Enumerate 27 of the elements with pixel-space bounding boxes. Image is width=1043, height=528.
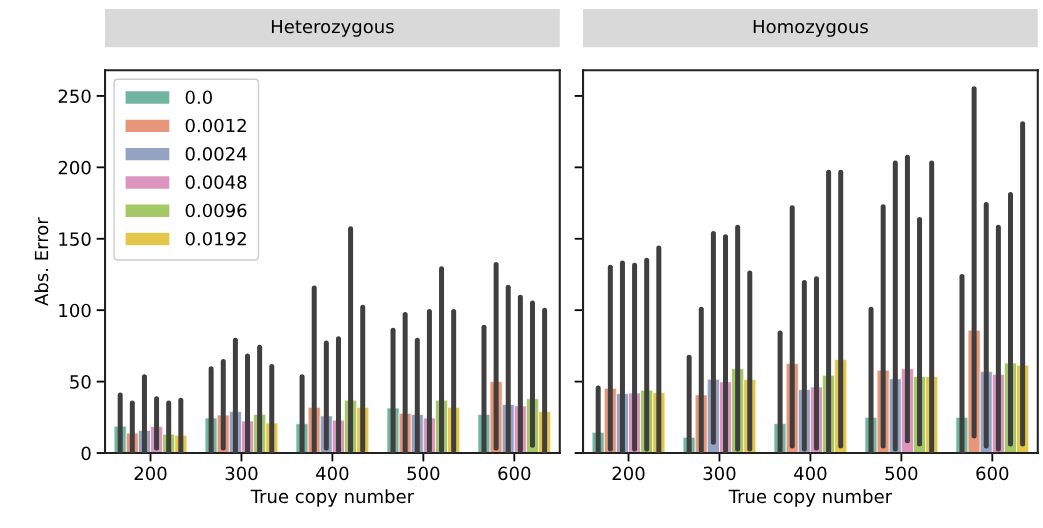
chart-title: Heterozygous [271, 19, 394, 37]
x-tick-label: 200 [612, 466, 645, 481]
y-tick-label: 50 [70, 375, 91, 389]
x-tick-label: 200 [134, 466, 167, 481]
x-axis-title: True copy number [250, 489, 415, 507]
y-tick-label: 0 [81, 446, 91, 461]
legend-label: 0.0192 [185, 231, 246, 246]
x-tick-label: 500 [885, 466, 918, 481]
legend-label: 0.0024 [185, 147, 247, 161]
legend-label: 0.0012 [185, 118, 246, 133]
y-tick-label: 200 [58, 160, 91, 175]
legend-label: 0.0048 [185, 175, 247, 189]
x-tick-label: 400 [794, 466, 827, 481]
x-tick-label: 600 [498, 466, 531, 481]
x-tick-label: 400 [316, 466, 349, 481]
x-axis-title: True copy number [728, 489, 893, 507]
x-tick-label: 500 [407, 466, 440, 481]
y-tick-label: 250 [58, 89, 91, 104]
y-axis-title: Abs. Error [34, 217, 49, 306]
x-tick-label: 300 [225, 466, 258, 481]
x-tick-label: 300 [703, 466, 736, 481]
y-tick-label: 100 [59, 303, 91, 318]
x-tick-label: 600 [976, 466, 1009, 481]
legend-label: 0.0096 [185, 203, 247, 218]
y-tick-label: 150 [59, 232, 91, 246]
chart-title: Homozygous [753, 19, 868, 37]
legend-label: 0.0 [185, 90, 212, 105]
